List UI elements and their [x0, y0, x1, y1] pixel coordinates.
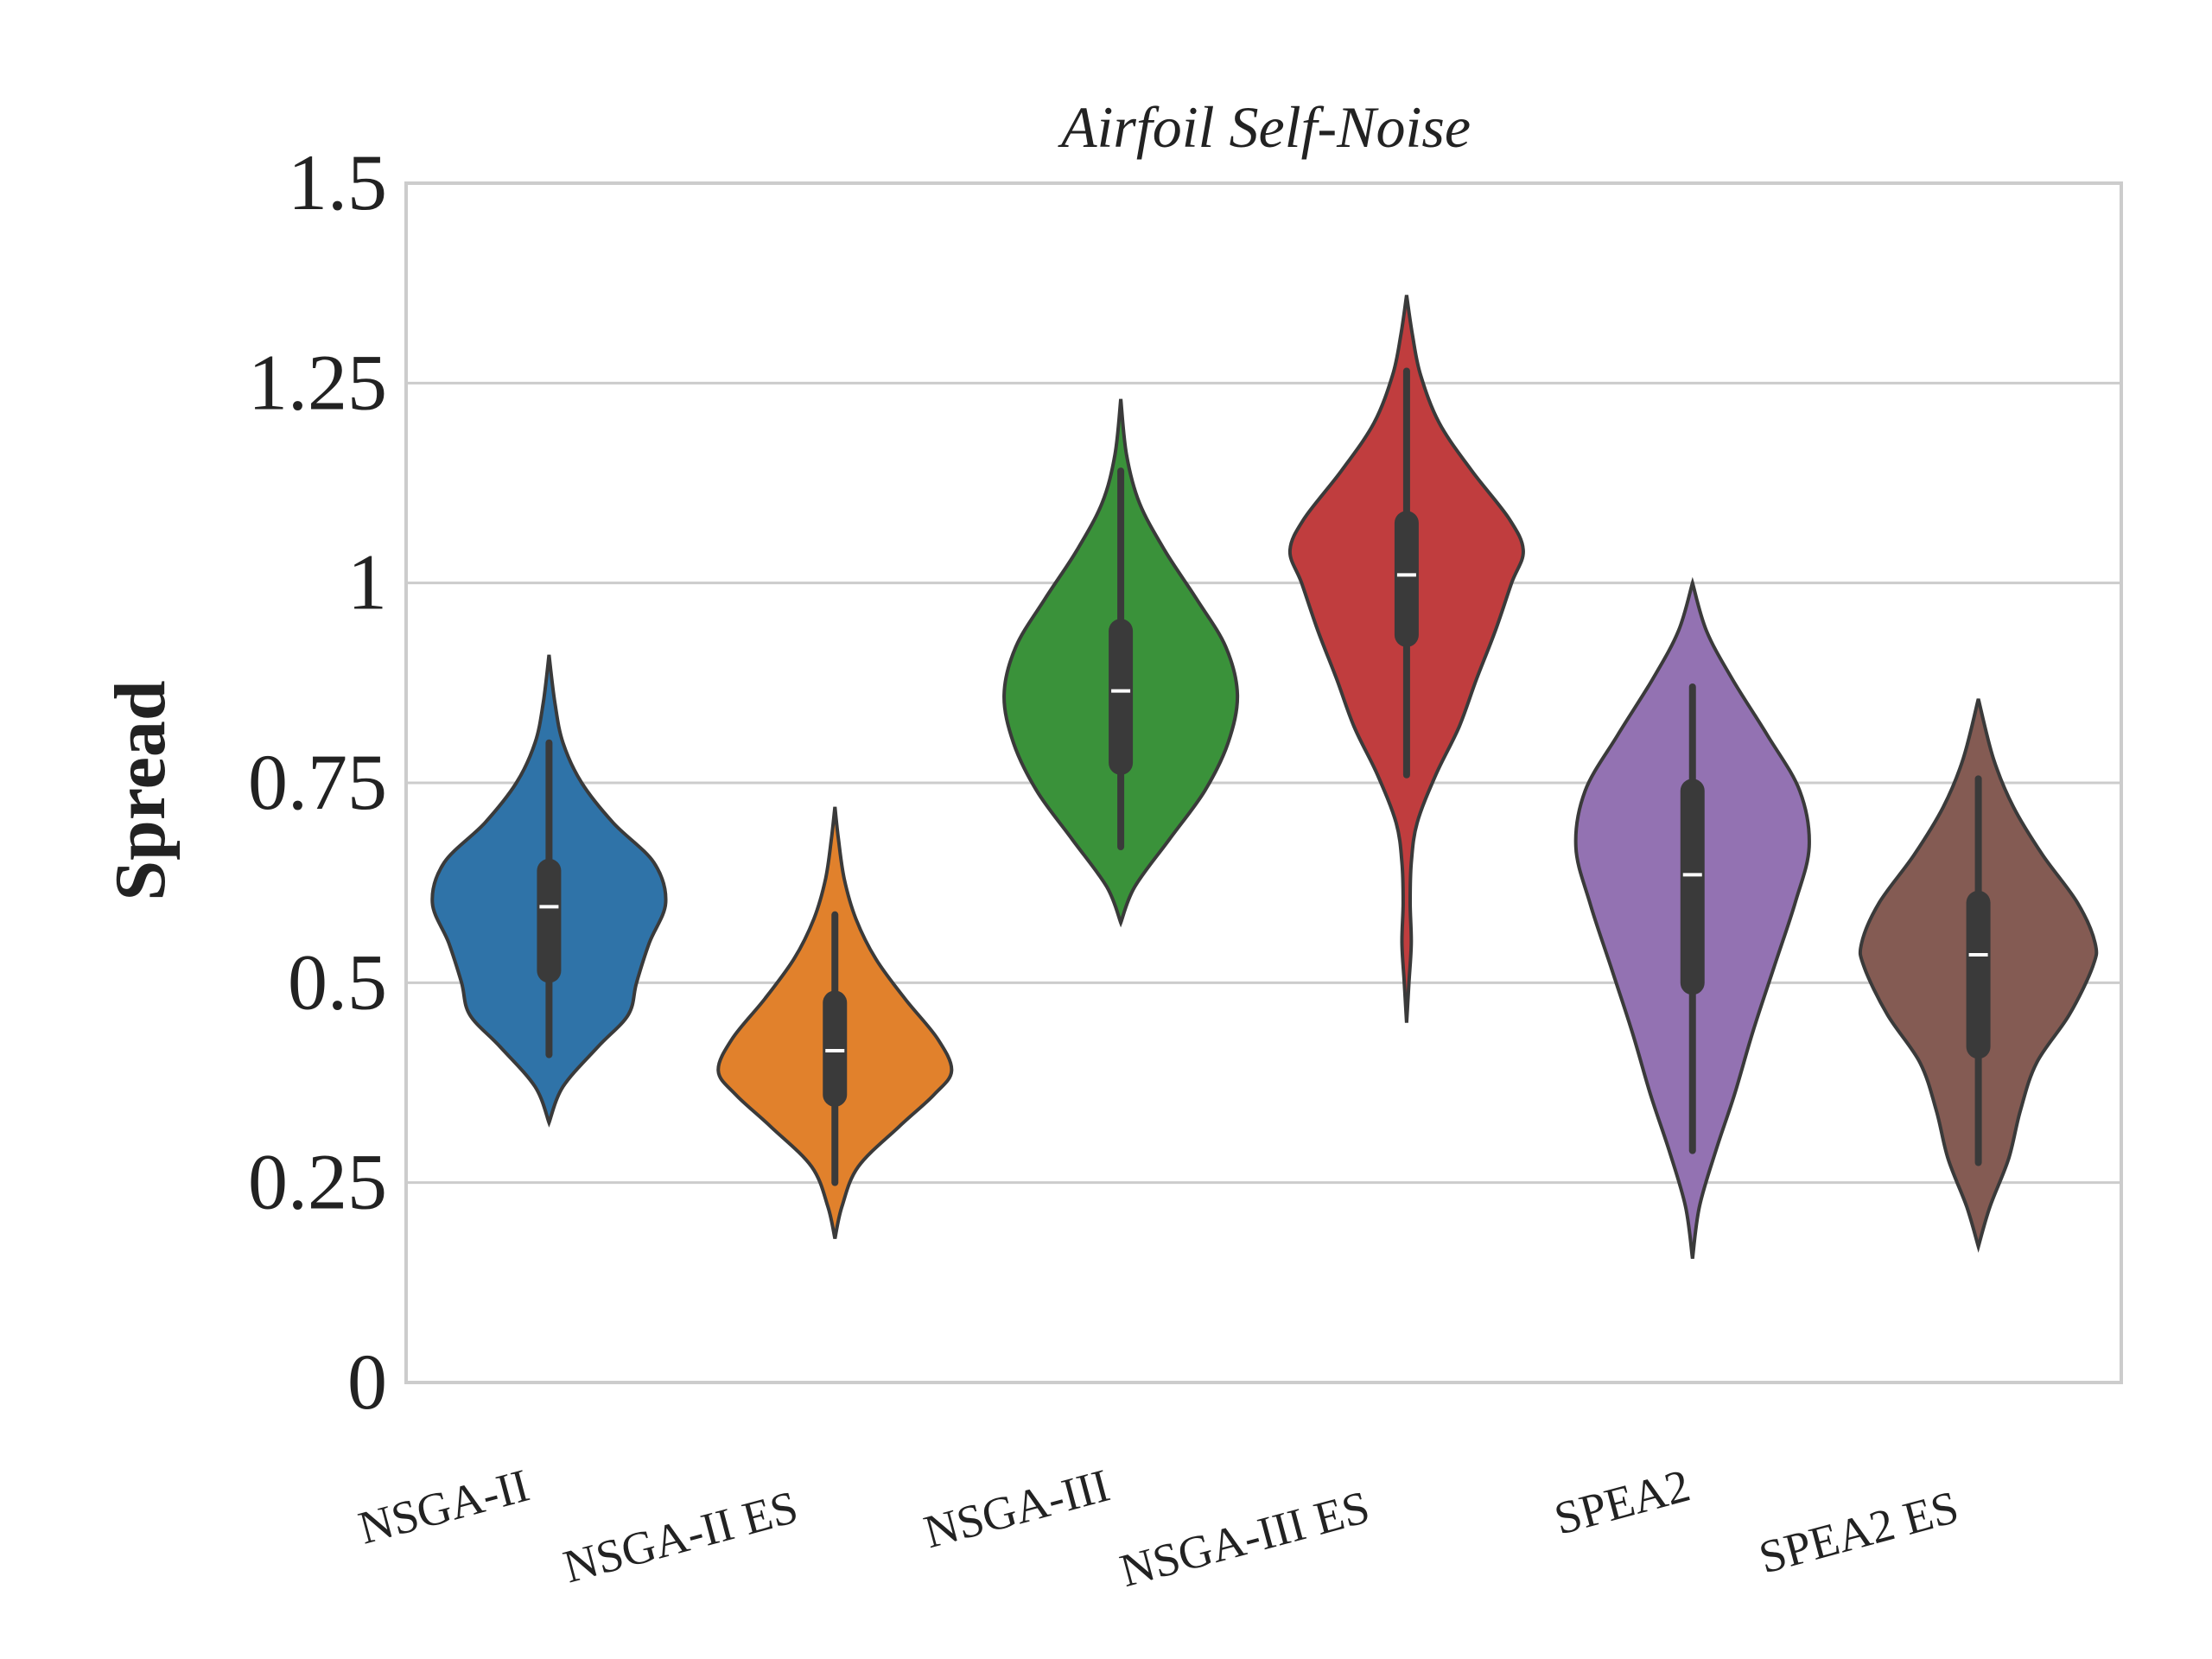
- y-tick-label: 0.25: [248, 1138, 387, 1226]
- violin-spea2: [1573, 576, 1811, 1259]
- violin-nsga-iii-es: [1287, 295, 1525, 1023]
- y-tick-label: 0: [347, 1338, 387, 1426]
- y-tick-label: 0.5: [288, 938, 387, 1026]
- y-tick-label: 1: [347, 538, 387, 626]
- chart-title: Airfoil Self-Noise: [1058, 94, 1471, 160]
- y-tick-label: 1.25: [248, 338, 387, 426]
- violins: [430, 295, 2099, 1259]
- violin-nsga-iii: [1002, 398, 1240, 928]
- violin-nsga-ii-es: [716, 806, 954, 1239]
- violin-spea2-es: [1858, 698, 2099, 1253]
- y-axis-ticks: 0 0.25 0.5 0.75 1 1.25 1.5: [248, 138, 387, 1426]
- plot-area-frame: [404, 181, 2123, 1384]
- violin-nsga-ii: [430, 654, 668, 1128]
- y-axis-label: Spread: [100, 680, 181, 900]
- y-tick-label: 0.75: [248, 738, 387, 826]
- y-tick-label: 1.5: [288, 138, 387, 226]
